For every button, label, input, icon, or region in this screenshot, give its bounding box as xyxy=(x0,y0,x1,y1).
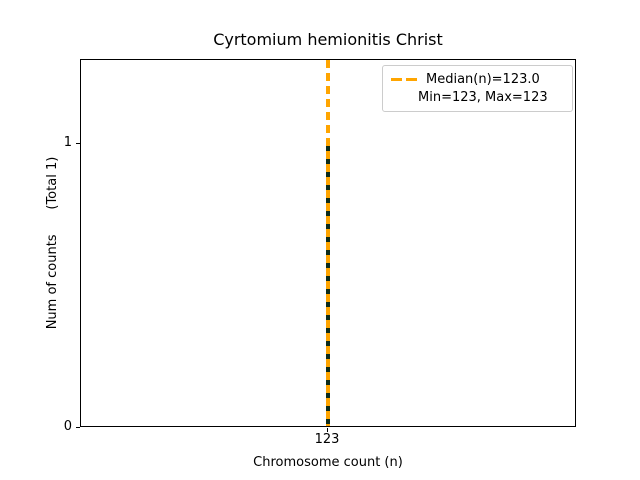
legend-item-median: Median(n)=123.0 xyxy=(391,70,564,89)
x-axis-label: Chromosome count (n) xyxy=(253,455,403,470)
legend: Median(n)=123.0 Min=123, Max=123 xyxy=(382,65,573,112)
y-tick-mark-0 xyxy=(76,427,80,428)
median-dashed-line-swatch xyxy=(391,77,417,81)
y-tick-label-0: 0 xyxy=(63,419,72,434)
legend-label-median: Median(n)=123.0 xyxy=(426,71,540,87)
legend-label-minmax: Min=123, Max=123 xyxy=(418,90,548,106)
x-tick-mark-123 xyxy=(327,428,328,432)
dash-icon xyxy=(391,77,402,81)
median-line xyxy=(326,60,330,426)
y-tick-mark-1 xyxy=(76,143,80,144)
legend-item-minmax: Min=123, Max=123 xyxy=(391,89,564,108)
plot-area: Median(n)=123.0 Min=123, Max=123 xyxy=(80,59,576,427)
dash-icon xyxy=(406,77,417,81)
y-tick-label-1: 1 xyxy=(63,135,72,150)
y-axis-label: Num of counts (Total 1) xyxy=(45,156,60,330)
x-tick-label-123: 123 xyxy=(314,432,340,447)
chart-title: Cyrtomium hemionitis Christ xyxy=(213,30,443,49)
